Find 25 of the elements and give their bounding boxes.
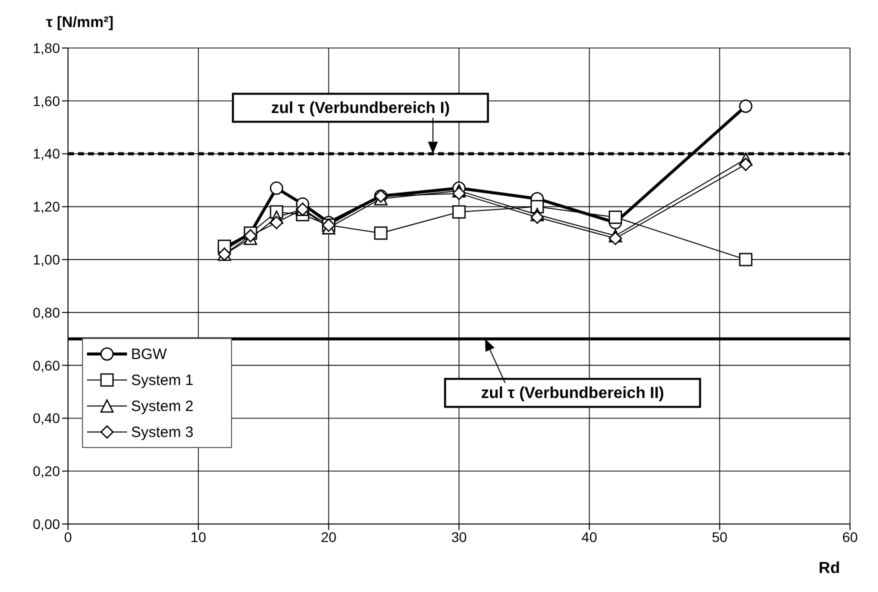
legend-label: BGW	[131, 346, 167, 362]
x-tick-label: 60	[842, 528, 858, 545]
y-tick-label: 0,40	[32, 410, 60, 426]
y-tick-label: 1,40	[32, 146, 60, 162]
annotation: zul τ (Verbundbereich II)	[480, 384, 664, 402]
y-axis-title: τ [N/mm²]	[46, 14, 114, 31]
x-tick-label: 50	[712, 528, 728, 545]
legend-label: System 2	[131, 398, 194, 414]
y-tick-label: 0,20	[32, 463, 60, 480]
x-tick-label: 30	[451, 528, 467, 545]
legend-label: System 3	[131, 424, 194, 440]
x-tick-label: 10	[190, 528, 206, 545]
y-tick-label: 0,60	[32, 357, 60, 374]
x-tick-label: 20	[320, 528, 337, 545]
y-tick-label: 0,80	[32, 304, 60, 320]
x-axis-title: Rd	[818, 560, 840, 578]
legend-label: System 1	[131, 372, 194, 388]
y-tick-label: 1,20	[32, 198, 60, 215]
annotation: zul τ (Verbundbereich I)	[271, 100, 450, 117]
x-tick-label: 40	[582, 528, 598, 545]
y-tick-label: 1,00	[32, 252, 60, 268]
y-tick-label: 0,00	[32, 516, 60, 532]
x-tick-label: 0	[64, 528, 72, 545]
y-tick-label: 1,60	[32, 92, 60, 109]
y-tick-label: 1,80	[32, 40, 60, 56]
